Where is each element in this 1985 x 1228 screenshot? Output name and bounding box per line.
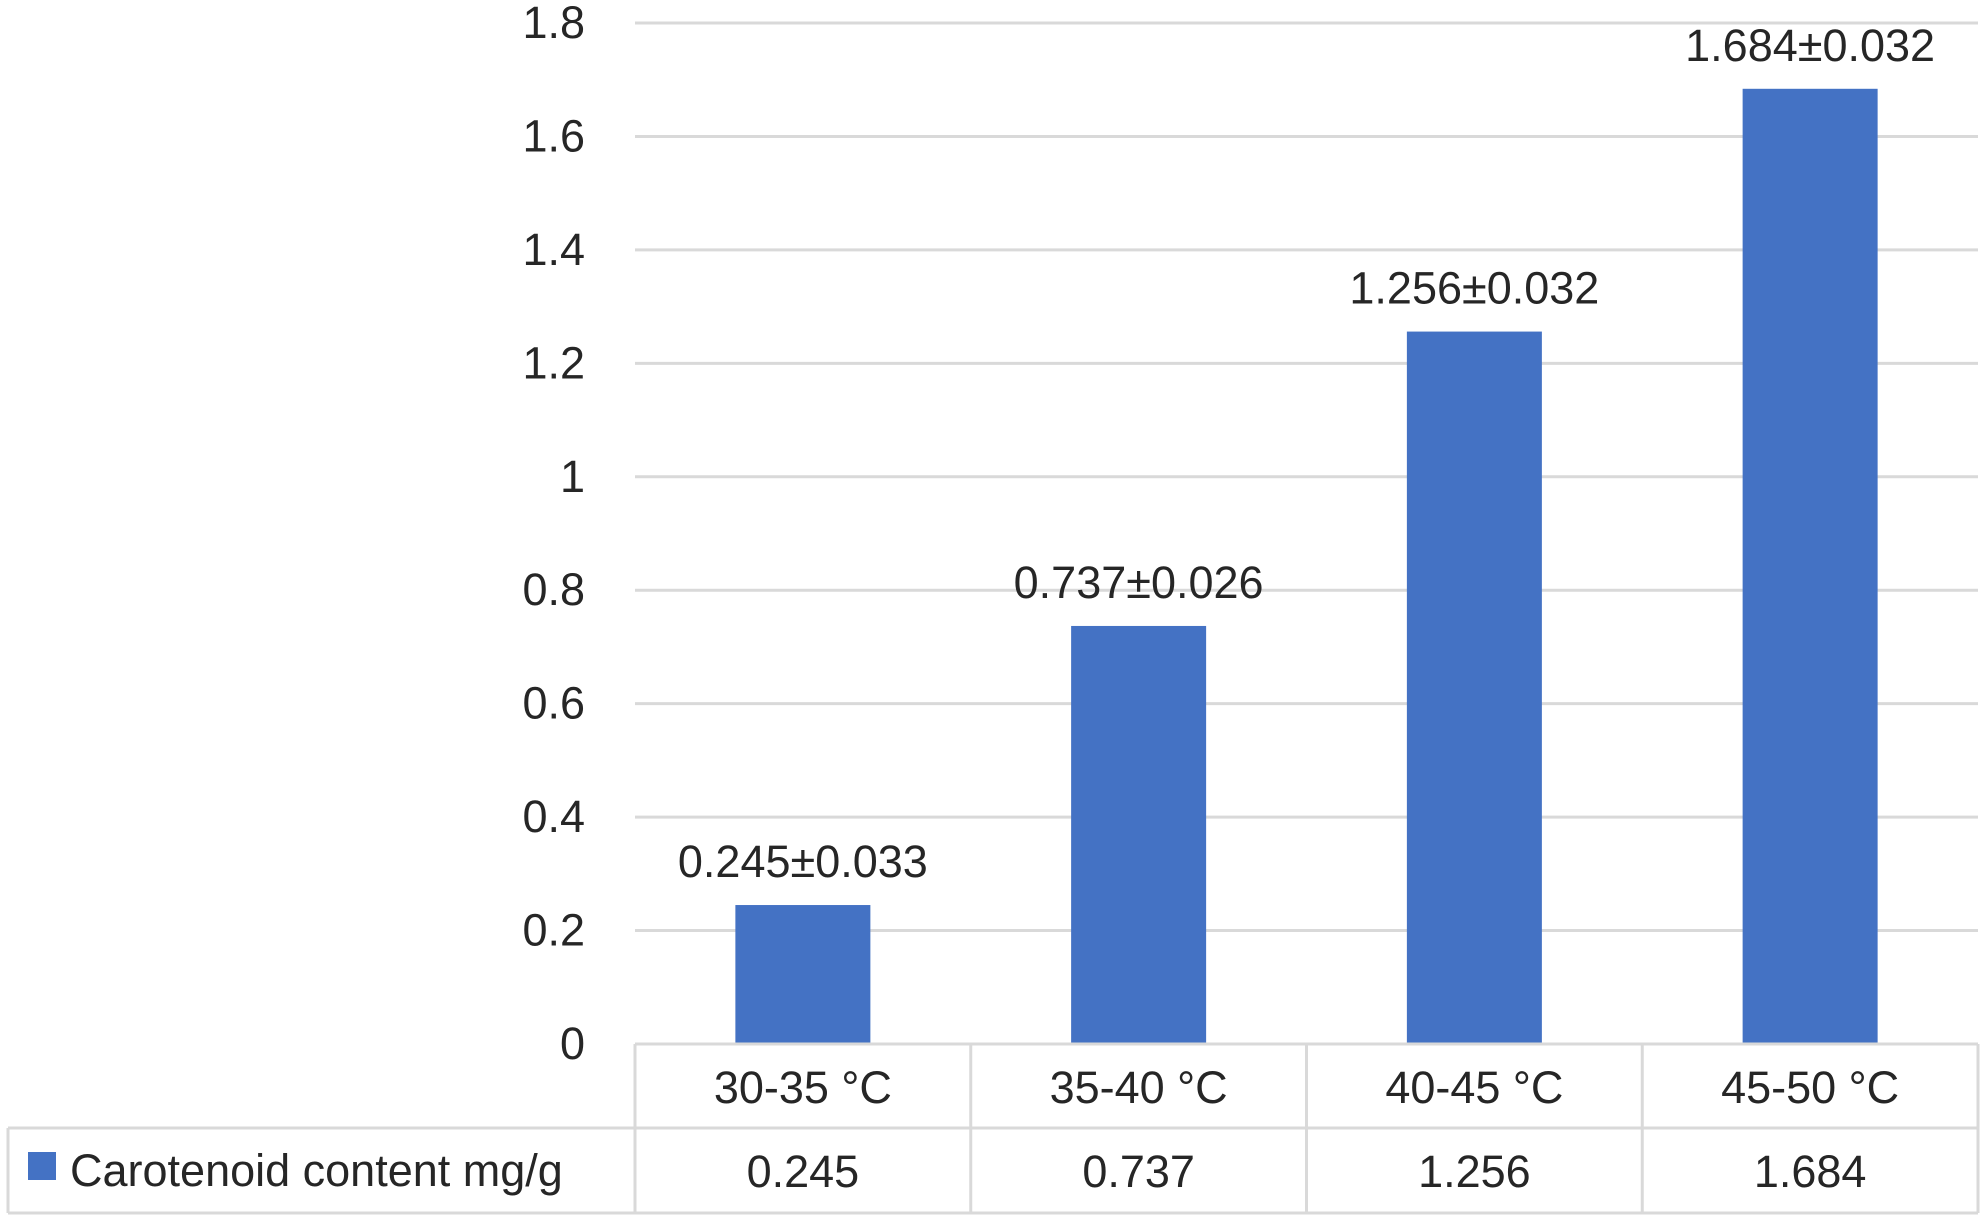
x-category-label: 35-40 °C: [1050, 1062, 1228, 1113]
y-tick-label: 1.2: [522, 337, 585, 388]
data-label: 1.256±0.032: [1349, 263, 1599, 314]
y-tick-label: 0.6: [522, 678, 585, 729]
x-category-label: 30-35 °C: [714, 1062, 892, 1113]
data-label: 1.684±0.032: [1685, 20, 1935, 71]
gridlines: [635, 21, 1978, 933]
y-axis-tick-labels: 0 0.2 0.4 0.6 0.8 1 1.2 1.4 1.6 1.8: [522, 0, 585, 1069]
y-tick-label: 0.8: [522, 564, 585, 615]
y-tick-label: 0.2: [522, 905, 585, 956]
y-tick-label: 1.6: [522, 110, 585, 161]
table-value: 0.737: [1082, 1146, 1195, 1197]
table-value: 1.256: [1418, 1146, 1531, 1197]
table-value: 0.245: [747, 1146, 860, 1197]
data-label: 0.245±0.033: [678, 836, 928, 887]
data-labels: 0.245±0.033 0.737±0.026 1.256±0.032 1.684±0…: [678, 20, 1935, 887]
y-tick-label: 0.4: [522, 791, 585, 842]
legend-swatch: [28, 1152, 56, 1180]
y-tick-label: 1.4: [522, 224, 585, 275]
x-category-label: 40-45 °C: [1385, 1062, 1563, 1113]
table-value: 1.684: [1754, 1146, 1867, 1197]
y-tick-label: 1.8: [522, 0, 585, 48]
bar: [1406, 331, 1542, 1045]
bar: [1742, 88, 1878, 1044]
y-tick-label: 0: [560, 1018, 585, 1069]
data-label: 0.737±0.026: [1014, 557, 1264, 608]
bars: [735, 88, 1878, 1045]
bar: [735, 905, 871, 1044]
legend-label: Carotenoid content mg/g: [70, 1145, 563, 1196]
data-table: 30-35 °C 0.245 35-40 °C 0.737 40-45 °C 1.256 4…: [6, 1042, 1980, 1215]
x-category-label: 45-50 °C: [1721, 1062, 1899, 1113]
bar: [1071, 625, 1207, 1044]
y-tick-label: 1: [560, 451, 585, 502]
